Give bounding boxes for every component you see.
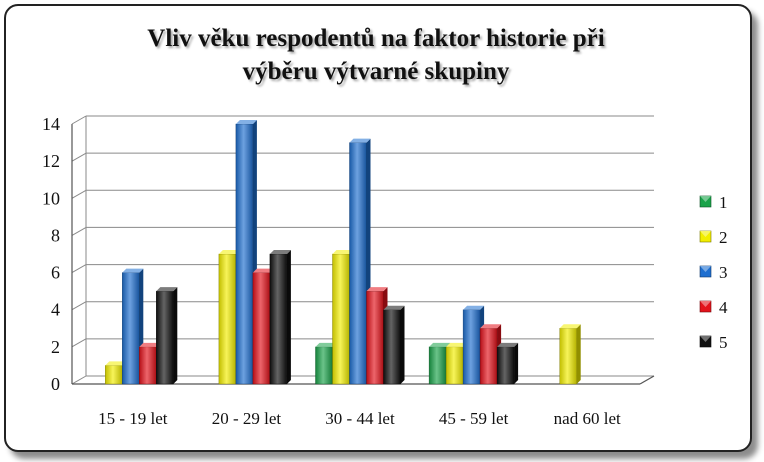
legend-item-1: 1 [699, 193, 728, 212]
legend-label: 4 [719, 298, 728, 317]
gridline-diag-10 [71, 189, 87, 199]
bar-5-45-59let [496, 342, 519, 385]
category-label: nad 60 let [554, 409, 621, 428]
category-label: 30 - 44 let [325, 409, 395, 428]
legend: 1 2 3 4 5 [699, 193, 728, 352]
legend-label: 3 [719, 263, 728, 282]
bar-5-30-44let [383, 305, 405, 385]
y-tick-label: 14 [42, 114, 60, 134]
category-label: 20 - 29 let [212, 409, 282, 428]
bars [105, 120, 581, 385]
y-tick-label: 4 [51, 300, 60, 320]
y-tick-label: 8 [51, 225, 60, 245]
chart-title: Vliv věku respodentů na faktor historie … [0, 22, 752, 88]
gridline-diag-8 [71, 226, 87, 236]
y-tick-label: 2 [51, 337, 60, 357]
y-tick-label: 6 [51, 263, 60, 283]
category-labels: 15 - 19 let 20 - 29 let 30 - 44 let 45 - 59… [98, 409, 621, 428]
legend-item-4: 4 [699, 298, 728, 317]
gridline-diag-2 [71, 338, 87, 348]
bar-2-nad60let [559, 324, 581, 385]
y-tick-label: 12 [42, 151, 60, 171]
category-label: 45 - 59 let [439, 409, 509, 428]
gridline-diag-4 [71, 301, 87, 311]
chart-title-line-2: výběru výtvarné skupiny [242, 58, 510, 85]
chart-title-line-1: Vliv věku respodentů na faktor historie … [147, 25, 605, 52]
gridline-diag-6 [71, 264, 87, 274]
legend-label: 2 [719, 228, 728, 247]
gridline-diag-12 [71, 152, 87, 162]
y-tick-label: 10 [42, 188, 60, 208]
legend-item-2: 2 [699, 228, 728, 247]
legend-label: 1 [719, 193, 728, 212]
gridline-diag-14 [71, 115, 87, 125]
gridline-diag-0 [71, 375, 87, 385]
y-tick-label: 0 [51, 374, 60, 394]
legend-item-5: 5 [699, 333, 728, 352]
bar-5-20-29let [269, 250, 291, 385]
category-label: 15 - 19 let [98, 409, 168, 428]
legend-item-3: 3 [699, 263, 728, 282]
bar-5-15-19let [156, 287, 178, 385]
legend-label: 5 [719, 333, 728, 352]
y-tick-labels: 0 2 4 6 8 10 12 14 [42, 114, 60, 394]
floor-right-edge [639, 375, 655, 385]
